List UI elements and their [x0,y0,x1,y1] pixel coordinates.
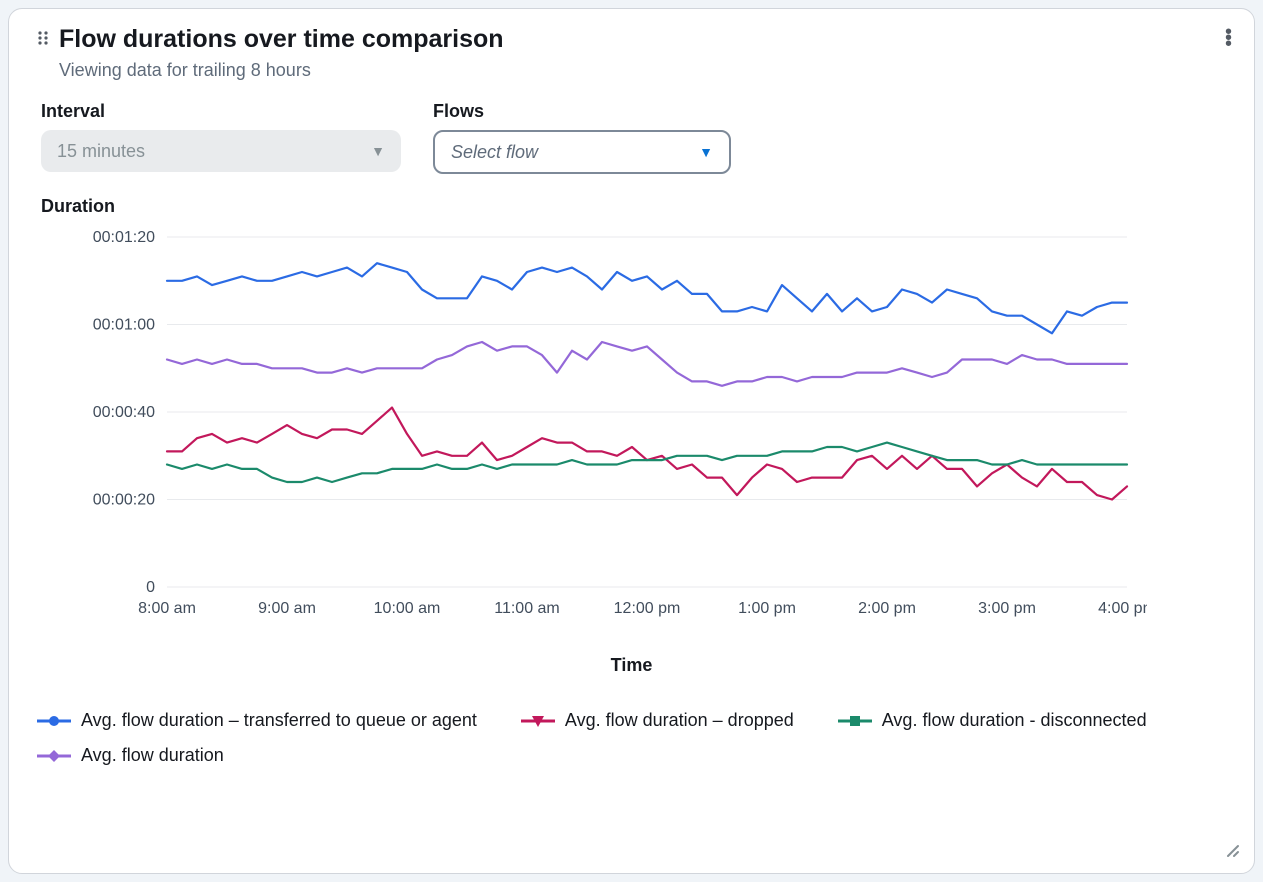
chart-card: Flow durations over time comparison View… [8,8,1255,874]
legend: Avg. flow duration – transferred to queu… [37,710,1226,766]
legend-label: Avg. flow duration – dropped [565,710,794,731]
card-title: Flow durations over time comparison [59,25,504,54]
svg-text:00:00:20: 00:00:20 [93,492,155,509]
legend-label: Avg. flow duration – transferred to queu… [81,710,477,731]
svg-text:8:00 am: 8:00 am [138,600,196,617]
more-actions-icon[interactable]: ••• [1225,29,1232,47]
svg-text:1:00 pm: 1:00 pm [738,600,796,617]
legend-item-dropped[interactable]: Avg. flow duration – dropped [521,710,794,731]
flows-select[interactable]: Select flow ▼ [433,130,731,174]
x-axis-title: Time [37,655,1226,676]
svg-text:11:00 am: 11:00 am [494,600,560,617]
resize-handle-icon[interactable] [1224,842,1240,863]
drag-handle-icon[interactable] [37,31,49,50]
svg-text:9:00 am: 9:00 am [258,600,316,617]
line-chart: 0 00:00:20 00:00:40 00:01:00 00:01:20 8:00 am… [37,227,1147,627]
interval-label: Interval [41,101,401,122]
svg-text:4:00 pm: 4:00 pm [1098,600,1147,617]
legend-marker-icon [37,748,71,764]
legend-label: Avg. flow duration - disconnected [882,710,1147,731]
svg-text:00:00:40: 00:00:40 [93,404,155,421]
legend-marker-icon [37,713,71,729]
y-axis-title: Duration [41,196,1226,217]
chevron-down-icon: ▼ [371,143,385,159]
legend-marker-icon [838,713,872,729]
svg-text:10:00 am: 10:00 am [374,600,441,617]
svg-text:3:00 pm: 3:00 pm [978,600,1036,617]
legend-item-transferred[interactable]: Avg. flow duration – transferred to queu… [37,710,477,731]
legend-label: Avg. flow duration [81,745,224,766]
legend-item-disconnected[interactable]: Avg. flow duration - disconnected [838,710,1147,731]
interval-filter: Interval 15 minutes ▼ [41,101,401,174]
flows-placeholder: Select flow [451,142,538,163]
svg-text:2:00 pm: 2:00 pm [858,600,916,617]
svg-text:12:00 pm: 12:00 pm [614,600,681,617]
interval-select[interactable]: 15 minutes ▼ [41,130,401,172]
interval-value: 15 minutes [57,141,145,162]
svg-text:00:01:00: 00:01:00 [93,317,155,334]
card-header: Flow durations over time comparison View… [37,25,1226,81]
card-subtitle: Viewing data for trailing 8 hours [59,60,504,81]
legend-marker-icon [521,713,555,729]
legend-item-avg[interactable]: Avg. flow duration [37,745,224,766]
filter-bar: Interval 15 minutes ▼ Flows Select flow … [41,101,1226,174]
chart-area: 0 00:00:20 00:00:40 00:01:00 00:01:20 8:00 am… [37,227,1226,627]
flows-label: Flows [433,101,731,122]
chevron-down-icon: ▼ [699,144,713,160]
flows-filter: Flows Select flow ▼ [433,101,731,174]
svg-text:00:01:20: 00:01:20 [93,229,155,246]
svg-text:0: 0 [146,579,155,596]
